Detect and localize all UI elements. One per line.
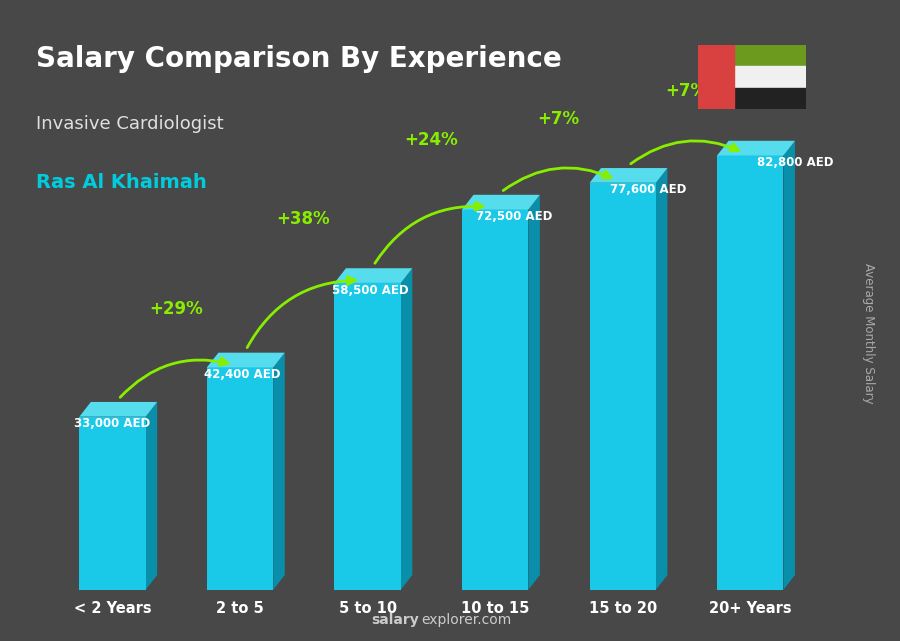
Text: 33,000 AED: 33,000 AED: [75, 417, 150, 430]
Polygon shape: [79, 402, 158, 417]
Text: salary: salary: [371, 613, 418, 627]
Polygon shape: [462, 195, 540, 210]
Polygon shape: [717, 141, 795, 156]
Polygon shape: [207, 353, 284, 367]
Bar: [590, 183, 656, 590]
Bar: [717, 156, 784, 590]
Bar: [698, 66, 806, 88]
Text: Invasive Cardiologist: Invasive Cardiologist: [36, 115, 223, 133]
Polygon shape: [784, 141, 795, 590]
Polygon shape: [400, 268, 412, 590]
Text: 82,800 AED: 82,800 AED: [757, 156, 833, 169]
Text: Average Monthly Salary: Average Monthly Salary: [862, 263, 875, 404]
Text: explorer.com: explorer.com: [421, 613, 511, 627]
Bar: [462, 210, 528, 590]
Text: +24%: +24%: [404, 131, 458, 149]
Polygon shape: [274, 353, 284, 590]
Bar: [698, 45, 733, 109]
Polygon shape: [656, 168, 668, 590]
Text: 42,400 AED: 42,400 AED: [204, 368, 281, 381]
Text: +38%: +38%: [276, 210, 330, 228]
Bar: [207, 367, 274, 590]
Bar: [698, 88, 806, 109]
Polygon shape: [528, 195, 540, 590]
Bar: [335, 283, 400, 590]
Text: 77,600 AED: 77,600 AED: [610, 183, 687, 196]
Text: +7%: +7%: [665, 83, 707, 101]
Polygon shape: [335, 268, 412, 283]
Text: Salary Comparison By Experience: Salary Comparison By Experience: [36, 45, 562, 73]
Bar: [79, 417, 146, 590]
Polygon shape: [590, 168, 668, 183]
Text: +7%: +7%: [537, 110, 580, 128]
Text: +29%: +29%: [149, 299, 202, 317]
Bar: [698, 45, 806, 66]
Text: 58,500 AED: 58,500 AED: [332, 283, 409, 297]
Text: Ras Al Khaimah: Ras Al Khaimah: [36, 173, 207, 192]
Polygon shape: [146, 402, 158, 590]
Text: 72,500 AED: 72,500 AED: [476, 210, 553, 223]
